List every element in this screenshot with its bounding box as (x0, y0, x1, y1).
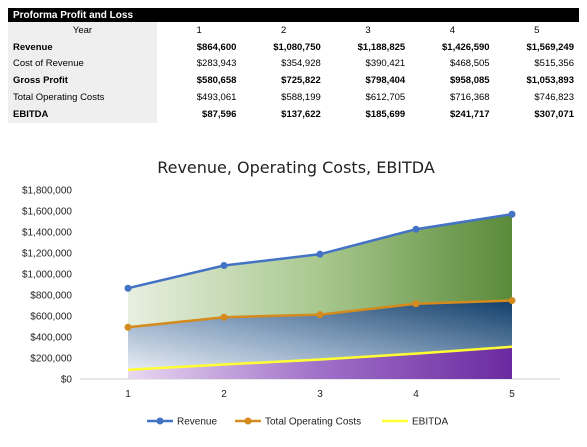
y-tick-label: $0 (61, 375, 73, 386)
row-label: Cost of Revenue (8, 55, 157, 73)
line-ebitda (127, 345, 513, 372)
value-cell: $612,705 (365, 92, 406, 104)
table-header-row: Year 1 2 3 4 5 (8, 22, 579, 39)
year-header: Year (8, 22, 157, 39)
value-cell: $307,071 (534, 108, 574, 120)
data-point (220, 313, 228, 321)
data-point (124, 284, 132, 292)
value-cell: $588,199 (281, 92, 321, 104)
profit-loss-sheet: Proforma Profit and Loss Year 1 2 3 4 5 Revenu… (8, 8, 579, 123)
y-tick-label: $1,800,000 (22, 186, 72, 197)
row-label: Revenue (8, 38, 157, 56)
legend-label: EBITDA (412, 417, 448, 428)
data-point (508, 297, 516, 305)
y-tick-label: $800,000 (30, 291, 72, 302)
legend-label: Revenue (177, 417, 217, 428)
value-cell: $798,404 (365, 75, 406, 87)
value-cell: $1,569,249 (526, 41, 574, 53)
x-tick-label: 2 (221, 389, 227, 400)
chart-area: Revenue, Operating Costs, EBITDA $0 $200,… (0, 150, 587, 447)
value-cell: $746,823 (534, 92, 574, 104)
value-cell: $1,426,590 (442, 41, 490, 53)
series-areas (128, 214, 512, 379)
table-row: Cost of Revenue $283,943 $354,928 $390,421 $… (8, 55, 579, 73)
data-point (412, 225, 420, 233)
value-cell: $716,368 (449, 92, 490, 104)
value-cell: $390,421 (365, 58, 406, 70)
value-cell: $1,053,893 (526, 75, 574, 87)
table-row: Total Operating Costs $493,061 $588,199 $61… (8, 89, 579, 106)
value-cell: $493,061 (196, 92, 237, 104)
x-tick-label: 4 (413, 389, 419, 400)
row-label: EBITDA (8, 105, 157, 123)
value-cell: $137,622 (281, 108, 321, 120)
value-cell: $468,505 (449, 58, 490, 70)
value-cell: $1,080,750 (273, 41, 321, 53)
profit-loss-table: Year 1 2 3 4 5 Revenue $864,600 $1,080,750 $1,188… (8, 22, 579, 123)
legend-label: Total Operating Costs (265, 417, 361, 428)
table-row: EBITDA $87,596 $137,622 $185,699 $241,717 $30… (8, 105, 579, 123)
value-cell: $283,943 (196, 58, 237, 70)
x-tick-label: 3 (317, 389, 323, 400)
data-point (412, 300, 420, 308)
year-cell: 5 (534, 24, 540, 36)
year-cell: 1 (196, 24, 202, 36)
y-tick-label: $1,600,000 (22, 207, 72, 218)
data-point (316, 311, 324, 319)
y-tick-label: $1,000,000 (22, 270, 72, 281)
value-cell: $241,717 (449, 108, 490, 120)
value-cell: $354,928 (281, 58, 321, 70)
year-cell: 4 (449, 24, 456, 36)
y-tick-label: $200,000 (30, 354, 72, 365)
area-chart: Revenue, Operating Costs, EBITDA $0 $200,… (22, 158, 560, 428)
data-point (316, 250, 324, 258)
legend-marker (244, 417, 252, 425)
data-point (220, 262, 228, 270)
value-cell: $1,188,825 (357, 41, 406, 53)
value-cell: $185,699 (365, 108, 406, 120)
value-cell: $580,658 (196, 75, 237, 87)
x-axis: 1 2 3 4 5 (80, 378, 560, 400)
legend-marker (156, 417, 164, 425)
value-cell: $864,600 (196, 41, 237, 53)
table-row: Revenue $864,600 $1,080,750 $1,188,825 $1,42… (8, 38, 579, 56)
table-title: Proforma Profit and Loss (8, 8, 579, 22)
data-point (508, 210, 516, 218)
y-axis: $0 $200,000 $400,000 $600,000 $800,000 $1,000… (22, 186, 72, 386)
row-label: Gross Profit (8, 72, 157, 90)
x-tick-label: 5 (509, 389, 515, 400)
value-cell: $515,356 (534, 58, 574, 70)
y-tick-label: $600,000 (30, 312, 72, 323)
value-cell: $958,085 (449, 75, 490, 87)
year-cell: 3 (365, 24, 371, 36)
y-tick-label: $400,000 (30, 333, 72, 344)
table-row: Gross Profit $580,658 $725,822 $798,404 $958… (8, 72, 579, 90)
value-cell: $725,822 (281, 75, 321, 87)
y-tick-label: $1,400,000 (22, 228, 72, 239)
row-label: Total Operating Costs (8, 89, 157, 106)
value-cell: $87,596 (202, 108, 237, 120)
legend: Revenue Total Operating Costs EBITDA (147, 417, 448, 428)
data-point (124, 323, 132, 331)
year-cell: 2 (280, 24, 287, 36)
x-tick-label: 1 (125, 389, 131, 400)
y-tick-label: $1,200,000 (22, 249, 72, 260)
chart-title: Revenue, Operating Costs, EBITDA (157, 158, 435, 177)
series-lines (124, 210, 516, 372)
